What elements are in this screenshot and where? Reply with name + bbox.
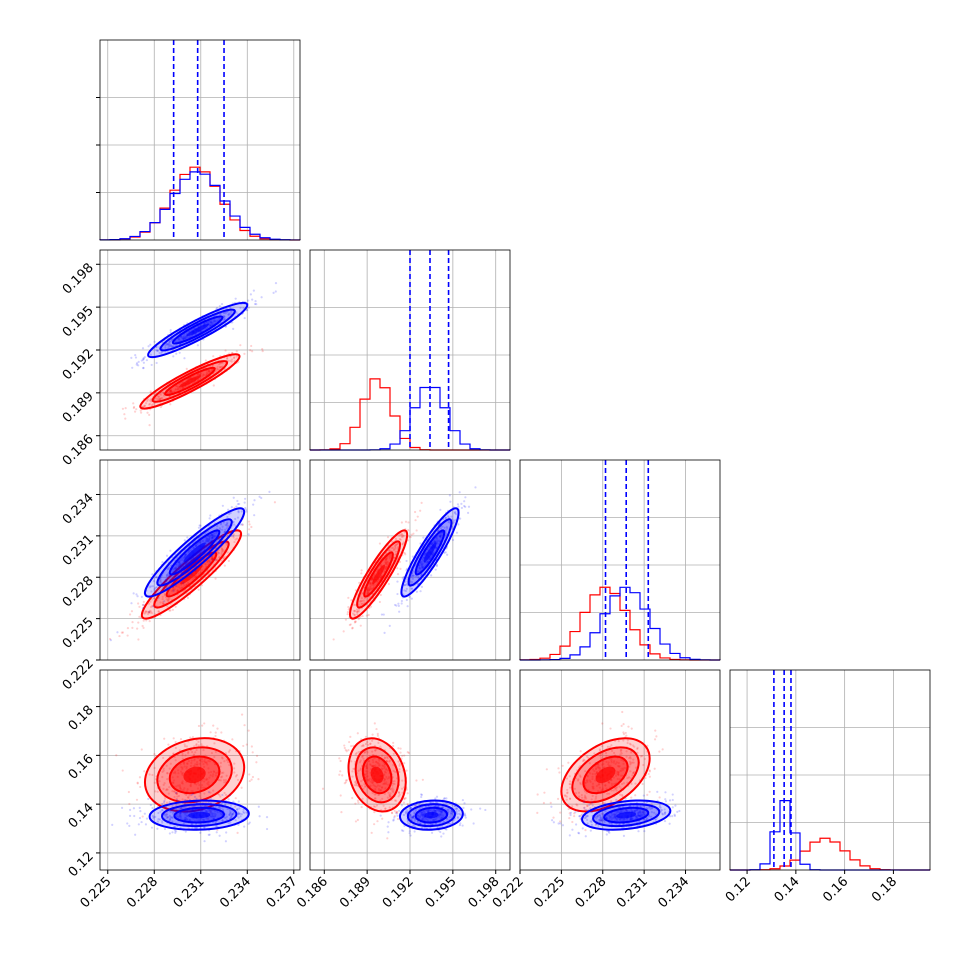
y-tick-label: 0.186 [60, 432, 97, 469]
x-tick-label: 0.231 [614, 874, 651, 911]
scatter-panel-3-2 [519, 669, 721, 871]
y-tick-labels-1: 0.186 0.189 0.192 0.195 0.198 [60, 261, 100, 469]
histogram-panel-1 [309, 249, 511, 451]
x-tick-labels-2: 0.222 0.225 0.228 0.231 0.234 [490, 870, 692, 911]
histogram-blue [99, 171, 301, 241]
y-tick-label: 0.18 [66, 703, 97, 734]
contour-red [370, 766, 384, 784]
y-tick-label: 0.192 [60, 346, 97, 383]
scatter-panel-3-1 [309, 669, 511, 871]
x-tick-labels-0: 0.225 0.228 0.231 0.234 0.237 [78, 870, 301, 911]
panel-border [519, 669, 721, 871]
x-tick-label: 0.189 [337, 874, 374, 911]
x-tick-label: 0.228 [124, 874, 161, 911]
scatter-panel-2-0 [99, 459, 301, 661]
contour-red [595, 766, 616, 784]
contour-blue [186, 323, 209, 337]
y-tick-label: 0.222 [60, 656, 97, 693]
x-tick-label: 0.192 [380, 874, 417, 911]
x-tick-label: 0.225 [531, 874, 568, 911]
y-tick-label: 0.231 [60, 532, 97, 569]
x-tick-label: 0.228 [573, 874, 610, 911]
scatter-panel-2-1 [309, 459, 511, 661]
x-tick-labels-1: 0.186 0.189 0.192 0.195 0.198 [294, 870, 503, 911]
y-tick-labels-2: 0.222 0.225 0.228 0.231 0.234 [60, 491, 100, 693]
contour-red [372, 564, 386, 585]
contour-blue [424, 811, 439, 819]
x-tick-labels-3: 0.12 0.14 0.16 0.18 [723, 870, 900, 905]
histogram-panel-0 [96, 39, 301, 241]
panel-border [519, 459, 721, 661]
contour-red [183, 766, 206, 784]
x-tick-label: 0.16 [820, 874, 851, 905]
x-tick-label: 0.12 [723, 874, 754, 905]
x-tick-label: 0.195 [423, 874, 460, 911]
y-tick-label: 0.195 [60, 303, 97, 340]
contour-blue [423, 542, 437, 563]
y-tick-label: 0.12 [66, 849, 97, 880]
histogram-panel-3 [729, 669, 931, 871]
y-tick-label: 0.234 [60, 491, 97, 528]
y-tick-label: 0.189 [60, 389, 97, 426]
y-tick-label: 0.16 [66, 752, 97, 783]
scatter-panel-3-0 [99, 669, 301, 871]
panel-border [309, 459, 511, 661]
contour-red [178, 375, 202, 388]
y-tick-label: 0.198 [60, 261, 97, 298]
contour-blue [188, 811, 211, 819]
x-tick-label: 0.186 [294, 874, 331, 911]
x-tick-label: 0.14 [772, 874, 803, 905]
panel-border [99, 39, 301, 241]
contour-blue [183, 542, 206, 563]
x-tick-label: 0.234 [655, 874, 692, 911]
x-tick-label: 0.231 [171, 874, 208, 911]
y-tick-label: 0.228 [60, 573, 97, 610]
x-tick-label: 0.237 [264, 874, 301, 911]
x-tick-label: 0.18 [869, 874, 900, 905]
contour-red [180, 564, 203, 585]
panel-border [99, 459, 301, 661]
y-tick-labels-3: 0.12 0.14 0.16 0.18 [66, 703, 100, 880]
histogram-panel-2 [519, 459, 721, 661]
panel-border [309, 249, 511, 451]
contour-blue [616, 811, 637, 819]
scatter-panel-1-0 [99, 249, 301, 451]
panel-border [729, 669, 931, 871]
y-tick-label: 0.225 [60, 615, 97, 652]
panel-border [99, 669, 301, 871]
x-tick-label: 0.225 [78, 874, 115, 911]
y-tick-label: 0.14 [66, 800, 97, 831]
x-tick-label: 0.234 [217, 874, 254, 911]
